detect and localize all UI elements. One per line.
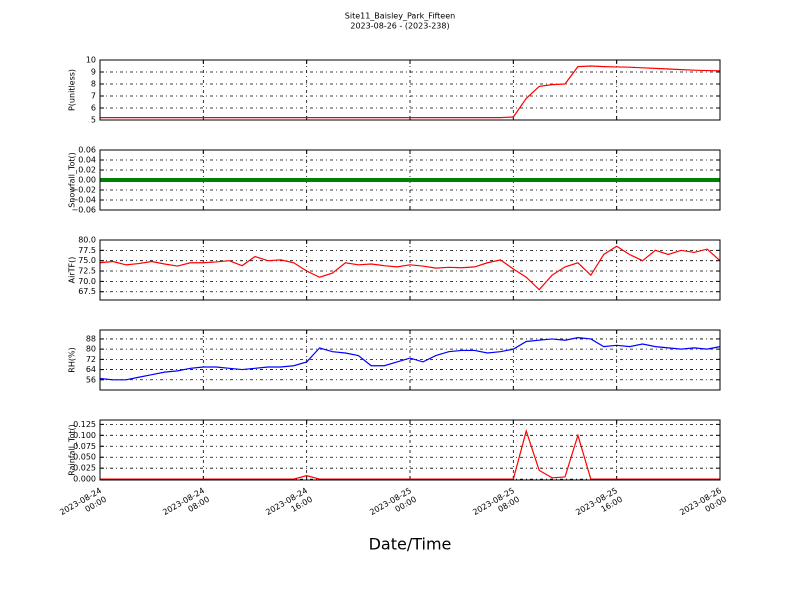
y-tick-label: 8 bbox=[91, 80, 96, 89]
y-tick-label: 67.5 bbox=[78, 287, 96, 296]
y-tick-label: 88 bbox=[86, 334, 96, 343]
plot-frame bbox=[99, 59, 721, 121]
y-tick-label: 0.050 bbox=[73, 453, 96, 462]
plot-frame bbox=[99, 149, 721, 211]
plot-frame bbox=[99, 329, 721, 391]
y-tick-label: 70.0 bbox=[78, 277, 96, 286]
y-tick-label: 5 bbox=[91, 116, 96, 125]
y-tick-label: 0.000 bbox=[73, 475, 96, 484]
y-tick-label: 72.5 bbox=[78, 267, 96, 276]
y-axis-label: RH(%) bbox=[68, 347, 77, 372]
y-axis-label: Snowfall_Tot() bbox=[68, 152, 77, 208]
y-tick-label: 56 bbox=[86, 375, 96, 384]
data-line bbox=[99, 337, 721, 381]
y-tick-label: −0.04 bbox=[71, 196, 96, 205]
y-axis-label: AirTF() bbox=[68, 257, 77, 284]
y-tick-label: 0.00 bbox=[78, 176, 96, 185]
data-line bbox=[99, 245, 721, 291]
chart-title: Site11_Baisley_Park_Fifteen bbox=[345, 12, 455, 21]
plot-frame bbox=[99, 239, 721, 301]
y-tick-label: 9 bbox=[91, 68, 96, 77]
y-tick-label: 80 bbox=[86, 345, 96, 354]
y-tick-label: 80.0 bbox=[78, 236, 96, 245]
chart-subtitle: 2023-08-26 - (2023-238) bbox=[350, 22, 449, 31]
y-tick-label: 7 bbox=[91, 92, 96, 101]
y-tick-label: 0.04 bbox=[78, 156, 96, 165]
y-tick-label: 0.125 bbox=[73, 420, 96, 429]
y-tick-label: 10 bbox=[86, 56, 96, 65]
y-tick-label: 0.100 bbox=[73, 431, 96, 440]
y-tick-label: 72 bbox=[86, 355, 96, 364]
data-line bbox=[100, 65, 721, 119]
y-tick-label: 64 bbox=[86, 365, 96, 374]
plot-frame bbox=[99, 419, 721, 481]
y-tick-label: 75.0 bbox=[78, 256, 96, 265]
y-tick-label: −0.02 bbox=[71, 186, 96, 195]
y-tick-label: 77.5 bbox=[78, 246, 96, 255]
y-axis-label: P(unitless) bbox=[68, 69, 77, 111]
y-tick-label: 0.025 bbox=[73, 464, 96, 473]
y-tick-label: −0.06 bbox=[71, 206, 96, 215]
y-tick-label: 6 bbox=[91, 104, 96, 113]
x-axis-label: Date/Time bbox=[369, 535, 452, 554]
y-tick-label: 0.02 bbox=[78, 166, 96, 175]
y-tick-label: 0.075 bbox=[73, 442, 96, 451]
y-tick-label: 0.06 bbox=[78, 146, 96, 155]
data-line bbox=[100, 428, 720, 480]
y-axis-label: Rainfall_Tot() bbox=[68, 424, 77, 476]
